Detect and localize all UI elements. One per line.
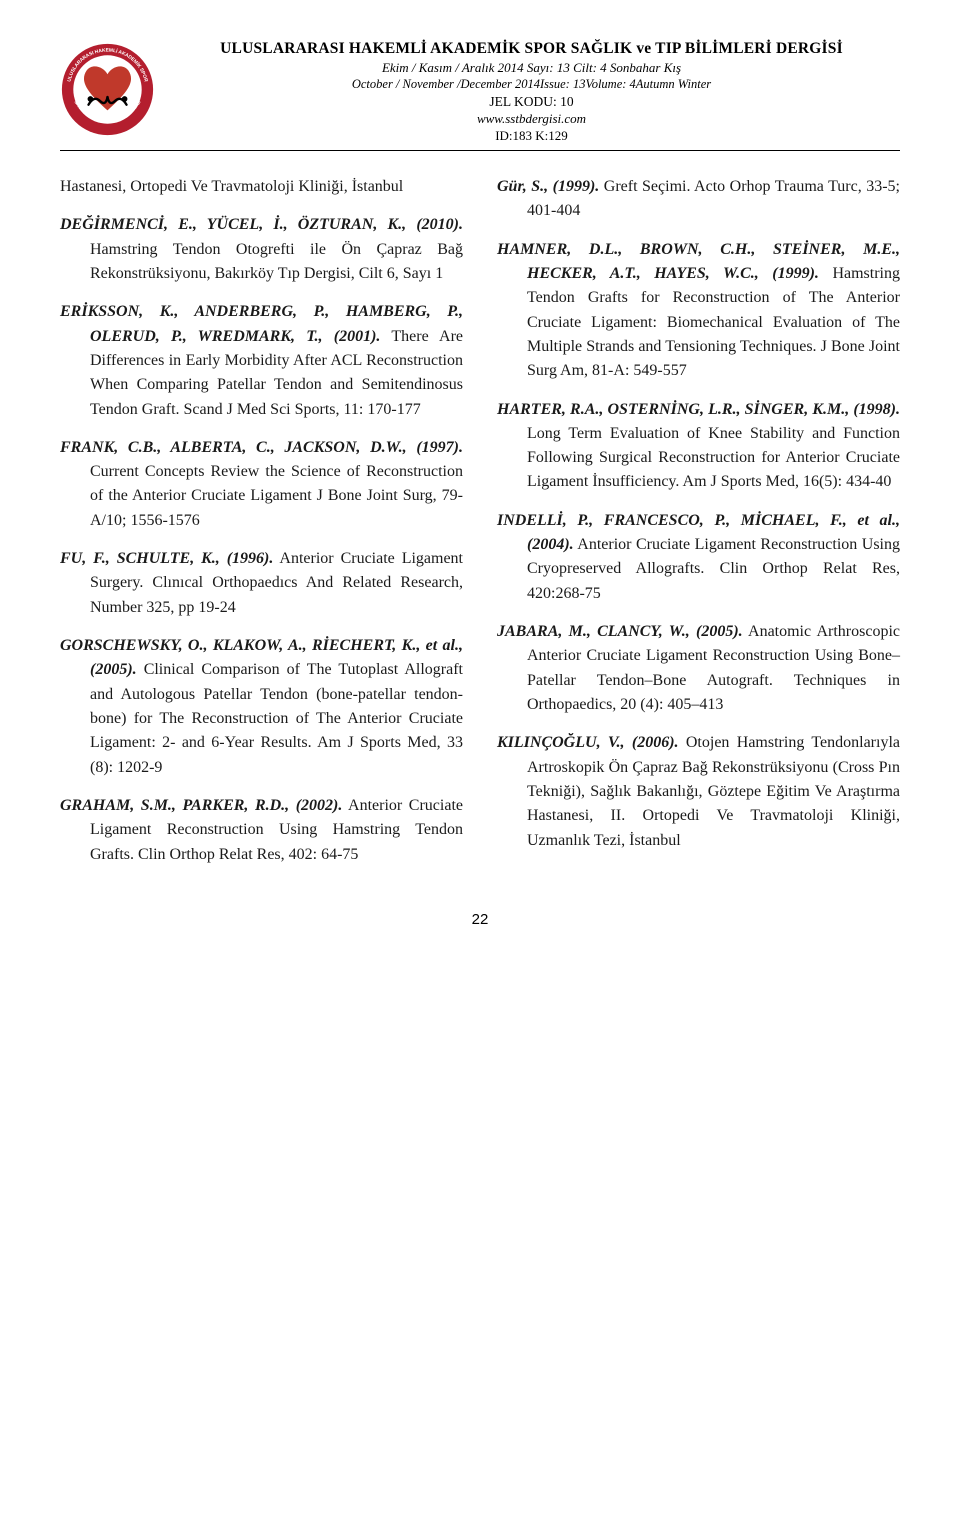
- reference-entry: FU, F., SCHULTE, K., (1996). Anterior Cr…: [60, 547, 463, 620]
- article-id: ID:183 K:129: [163, 128, 900, 144]
- svg-text:2011: 2011: [102, 115, 113, 121]
- issue-line-tr: Ekim / Kasım / Aralık 2014 Sayı: 13 Cilt…: [163, 60, 900, 76]
- journal-header: ULUSLARARASI HAKEMLİ AKADEMİK SPOR SAĞLI…: [60, 40, 900, 144]
- reference-columns: Hastanesi, Ortopedi Ve Travmatoloji Klin…: [60, 175, 900, 881]
- journal-site: www.sstbdergisi.com: [163, 111, 900, 127]
- reference-entry: DEĞİRMENCİ, E., YÜCEL, İ., ÖZTURAN, K., …: [60, 213, 463, 286]
- reference-entry: HARTER, R.A., OSTERNİNG, L.R., SİNGER, K…: [497, 398, 900, 495]
- reference-entry: HAMNER, D.L., BROWN, C.H., STEİNER, M.E.…: [497, 238, 900, 384]
- left-column: Hastanesi, Ortopedi Ve Travmatoloji Klin…: [60, 175, 463, 881]
- page-number: 22: [60, 911, 900, 928]
- reference-entry: KILINÇOĞLU, V., (2006). Otojen Hamstring…: [497, 731, 900, 853]
- reference-entry: JABARA, M., CLANCY, W., (2005). Anatomic…: [497, 620, 900, 717]
- jel-code: JEL KODU: 10: [163, 94, 900, 110]
- reference-entry: FRANK, C.B., ALBERTA, C., JACKSON, D.W.,…: [60, 436, 463, 533]
- journal-logo: ULUSLARARASI HAKEMLİ AKADEMİK SPOR SAĞLI…: [60, 42, 155, 137]
- reference-entry: Hastanesi, Ortopedi Ve Travmatoloji Klin…: [60, 175, 463, 199]
- right-column: Gür, S., (1999). Greft Seçimi. Acto Orho…: [497, 175, 900, 881]
- reference-entry: GORSCHEWSKY, O., KLAKOW, A., RİECHERT, K…: [60, 634, 463, 780]
- issue-line-en: October / November /December 2014Issue: …: [163, 77, 900, 92]
- header-rule: [60, 150, 900, 151]
- reference-entry: INDELLİ, P., FRANCESCO, P., MİCHAEL, F.,…: [497, 509, 900, 606]
- reference-entry: GRAHAM, S.M., PARKER, R.D., (2002). Ante…: [60, 794, 463, 867]
- reference-entry: ERİKSSON, K., ANDERBERG, P., HAMBERG, P.…: [60, 300, 463, 422]
- journal-title: ULUSLARARASI HAKEMLİ AKADEMİK SPOR SAĞLI…: [163, 40, 900, 58]
- reference-entry: Gür, S., (1999). Greft Seçimi. Acto Orho…: [497, 175, 900, 224]
